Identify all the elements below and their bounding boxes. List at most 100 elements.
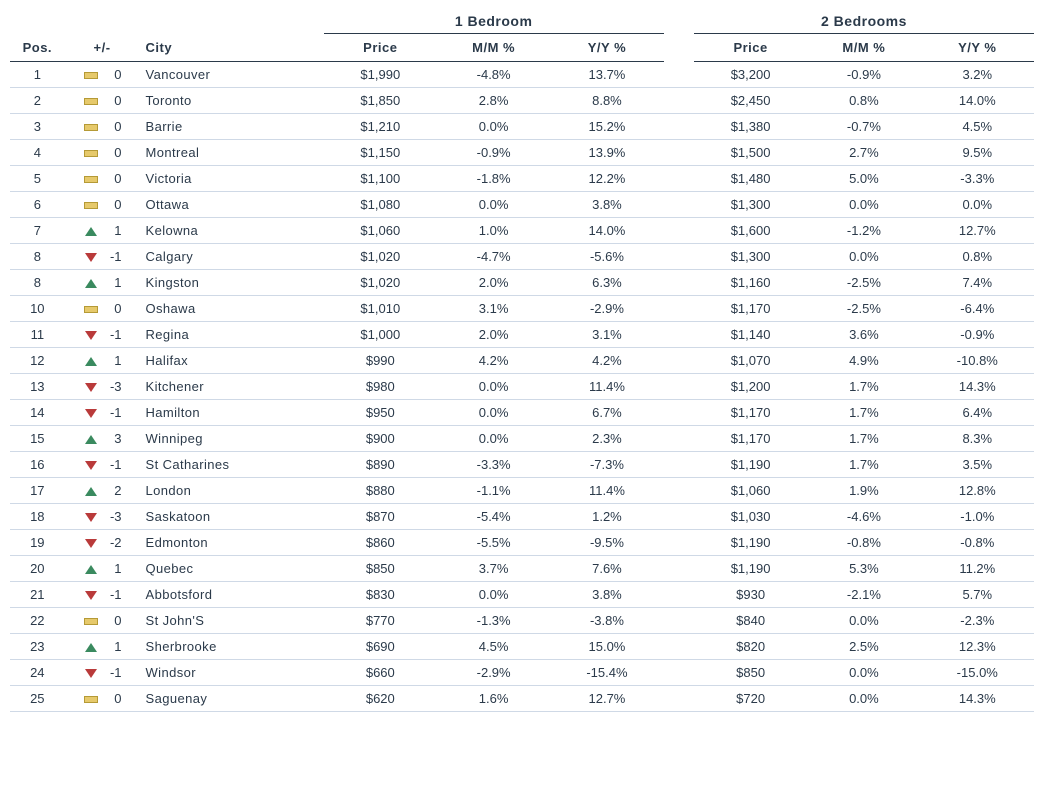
cell-p1: $690 [324,634,437,660]
cell-pos: 13 [10,374,65,400]
cell-pos: 25 [10,686,65,712]
cell-city: Windsor [140,660,324,686]
delta-value: -1 [104,327,122,342]
cell-pos: 15 [10,426,65,452]
cell-mm1: -1.1% [437,478,550,504]
cell-p1: $1,060 [324,218,437,244]
cell-city: Oshawa [140,296,324,322]
cell-mm2: 3.6% [807,322,920,348]
cell-yy2: 0.8% [921,244,1034,270]
up-icon [84,353,98,368]
cell-p2: $1,060 [694,478,807,504]
table-row: 201Quebec$8503.7%7.6%$1,1905.3%11.2% [10,556,1034,582]
cell-mm1: -5.4% [437,504,550,530]
delta-value: 2 [104,483,122,498]
cell-city: London [140,478,324,504]
table-row: 172London$880-1.1%11.4%$1,0601.9%12.8% [10,478,1034,504]
cell-yy1: 1.2% [550,504,663,530]
delta-value: -1 [104,405,122,420]
cell-yy1: -15.4% [550,660,663,686]
cell-mm1: 2.8% [437,88,550,114]
cell-yy1: 3.8% [550,582,663,608]
cell-p2: $1,190 [694,452,807,478]
cell-pos: 8 [10,270,65,296]
cell-pos: 19 [10,530,65,556]
cell-p2: $1,190 [694,530,807,556]
cell-pos: 7 [10,218,65,244]
cell-city: Abbotsford [140,582,324,608]
cell-city: St John'S [140,608,324,634]
cell-yy2: -0.9% [921,322,1034,348]
cell-yy2: 3.2% [921,62,1034,88]
cell-yy1: 11.4% [550,374,663,400]
cell-yy2: 14.0% [921,88,1034,114]
delta-value: 0 [104,301,122,316]
cell-city: Sherbrooke [140,634,324,660]
table-row: 220St John'S$770-1.3%-3.8%$8400.0%-2.3% [10,608,1034,634]
cell-yy1: 6.7% [550,400,663,426]
cell-mm1: 4.5% [437,634,550,660]
up-icon [84,483,98,498]
cell-pos: 1 [10,62,65,88]
flat-icon [84,93,98,108]
cell-p2: $1,070 [694,348,807,374]
cell-p1: $1,990 [324,62,437,88]
cell-mm1: 0.0% [437,582,550,608]
table-row: 16-1St Catharines$890-3.3%-7.3%$1,1901.7… [10,452,1034,478]
delta-value: 0 [104,93,122,108]
cell-mm1: -0.9% [437,140,550,166]
cell-p2: $3,200 [694,62,807,88]
cell-p2: $1,170 [694,400,807,426]
cell-delta: 0 [65,114,140,140]
cell-p2: $1,380 [694,114,807,140]
cell-yy2: -2.3% [921,608,1034,634]
cell-city: Ottawa [140,192,324,218]
cell-mm1: 2.0% [437,270,550,296]
down-icon [84,665,98,680]
table-row: 18-3Saskatoon$870-5.4%1.2%$1,030-4.6%-1.… [10,504,1034,530]
delta-value: 3 [104,431,122,446]
cell-yy2: 4.5% [921,114,1034,140]
table-row: 13-3Kitchener$9800.0%11.4%$1,2001.7%14.3… [10,374,1034,400]
cell-p1: $870 [324,504,437,530]
cell-mm1: -2.9% [437,660,550,686]
delta-value: 1 [104,275,122,290]
cell-city: Saguenay [140,686,324,712]
cell-yy1: 4.2% [550,348,663,374]
cell-mm2: -0.9% [807,62,920,88]
cell-yy1: 2.3% [550,426,663,452]
cell-mm2: -2.5% [807,296,920,322]
cell-mm1: -4.7% [437,244,550,270]
cell-p1: $1,100 [324,166,437,192]
cell-yy1: -5.6% [550,244,663,270]
cell-mm2: -0.7% [807,114,920,140]
cell-p1: $770 [324,608,437,634]
cell-pos: 5 [10,166,65,192]
cell-delta: 0 [65,62,140,88]
cell-yy1: 3.8% [550,192,663,218]
cell-mm2: -2.5% [807,270,920,296]
flat-icon [84,197,98,212]
delta-value: 0 [104,197,122,212]
table-row: 153Winnipeg$9000.0%2.3%$1,1701.7%8.3% [10,426,1034,452]
col-1br-yy: Y/Y % [550,34,663,62]
cell-mm1: -3.3% [437,452,550,478]
up-icon [84,561,98,576]
cell-p2: $1,140 [694,322,807,348]
cell-mm2: 4.9% [807,348,920,374]
cell-mm1: 0.0% [437,192,550,218]
cell-mm2: 5.3% [807,556,920,582]
cell-yy2: 12.8% [921,478,1034,504]
table-row: 19-2Edmonton$860-5.5%-9.5%$1,190-0.8%-0.… [10,530,1034,556]
cell-p2: $1,600 [694,218,807,244]
cell-p2: $1,300 [694,244,807,270]
flat-icon [84,67,98,82]
table-row: 30Barrie$1,2100.0%15.2%$1,380-0.7%4.5% [10,114,1034,140]
down-icon [84,587,98,602]
delta-value: -1 [104,665,122,680]
cell-city: Calgary [140,244,324,270]
cell-pos: 24 [10,660,65,686]
cell-pos: 12 [10,348,65,374]
cell-p2: $840 [694,608,807,634]
rent-ranking-table: 1 Bedroom 2 Bedrooms Pos. +/- City Price… [10,8,1034,712]
